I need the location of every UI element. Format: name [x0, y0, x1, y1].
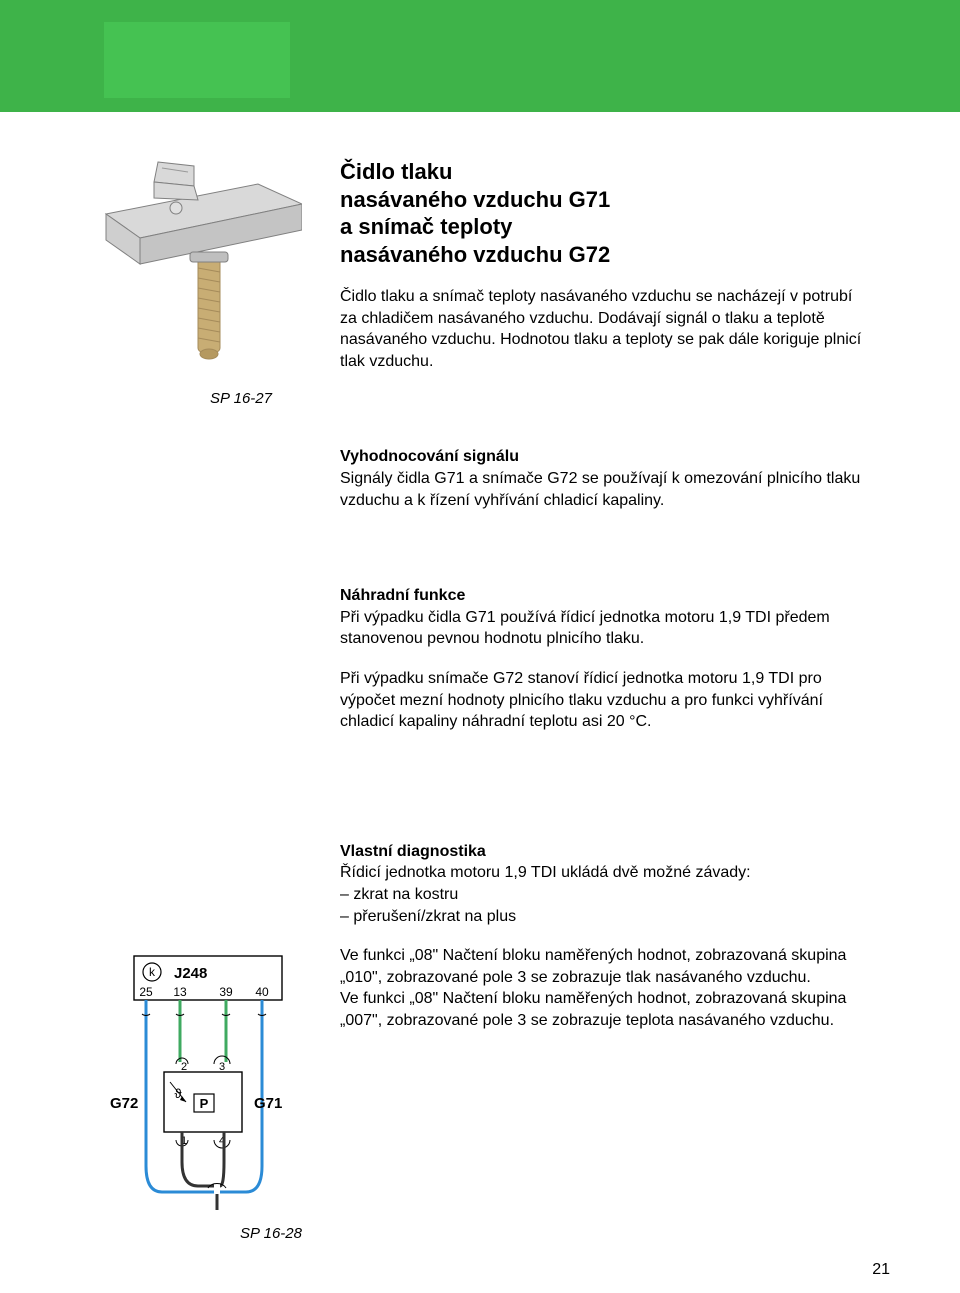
signal-block: Vyhodnocování signálu Signály čidla G71 …	[340, 446, 870, 511]
replacement-title: Náhradní funkce	[340, 587, 465, 604]
section-heading: Čidlo tlaku nasávaného vzduchu G71 a sní…	[340, 158, 870, 268]
svg-text:3: 3	[219, 1061, 225, 1073]
pin1: 13	[173, 985, 187, 999]
pressure-letter: P	[200, 1096, 209, 1111]
g72-label: G72	[110, 1095, 138, 1112]
svg-text:2: 2	[181, 1061, 187, 1073]
replacement-p1: Při výpadku čidla G71 používá řídicí jed…	[340, 607, 870, 650]
replacement-block: Náhradní funkce Při výpadku čidla G71 po…	[340, 585, 870, 733]
ecu-label: J248	[174, 965, 207, 982]
diagnostic-p3: Ve funkci „08" Načtení bloku naměřených …	[340, 988, 870, 1031]
page-number: 21	[872, 1261, 890, 1279]
figure-label-bottom: SP 16-28	[240, 1225, 302, 1242]
header-box	[104, 22, 290, 98]
pin2: 39	[219, 985, 233, 999]
pin0: 25	[139, 985, 153, 999]
diagnostic-li1: – zkrat na kostru	[340, 884, 870, 906]
signal-body: Signály čidla G71 a snímače G72 se použí…	[340, 468, 870, 511]
signal-title: Vyhodnocování signálu	[340, 448, 519, 465]
diagnostic-title: Vlastní diagnostika	[340, 843, 486, 860]
figure-label-top: SP 16-27	[210, 390, 272, 407]
intro-paragraph: Čidlo tlaku a snímač teploty nasávaného …	[340, 286, 870, 372]
diagnostic-block: Vlastní diagnostika Řídicí jednotka moto…	[340, 841, 870, 1032]
content-column: Čidlo tlaku nasávaného vzduchu G71 a sní…	[0, 0, 960, 1031]
diagnostic-p1: Řídicí jednotka motoru 1,9 TDI ukládá dv…	[340, 862, 870, 884]
g71-label: G71	[254, 1095, 282, 1112]
wiring-diagram: k J248 25 13 39 40 2 3 1 4	[98, 952, 308, 1220]
pin3: 40	[255, 985, 269, 999]
svg-text:k: k	[149, 965, 156, 979]
diagnostic-li2: – přerušení/zkrat na plus	[340, 906, 870, 928]
intro-block: Čidlo tlaku a snímač teploty nasávaného …	[340, 286, 870, 372]
diagnostic-p2: Ve funkci „08" Načtení bloku naměřených …	[340, 945, 870, 988]
sensor-illustration	[102, 160, 302, 380]
replacement-p2: Při výpadku snímače G72 stanoví řídicí j…	[340, 668, 870, 733]
